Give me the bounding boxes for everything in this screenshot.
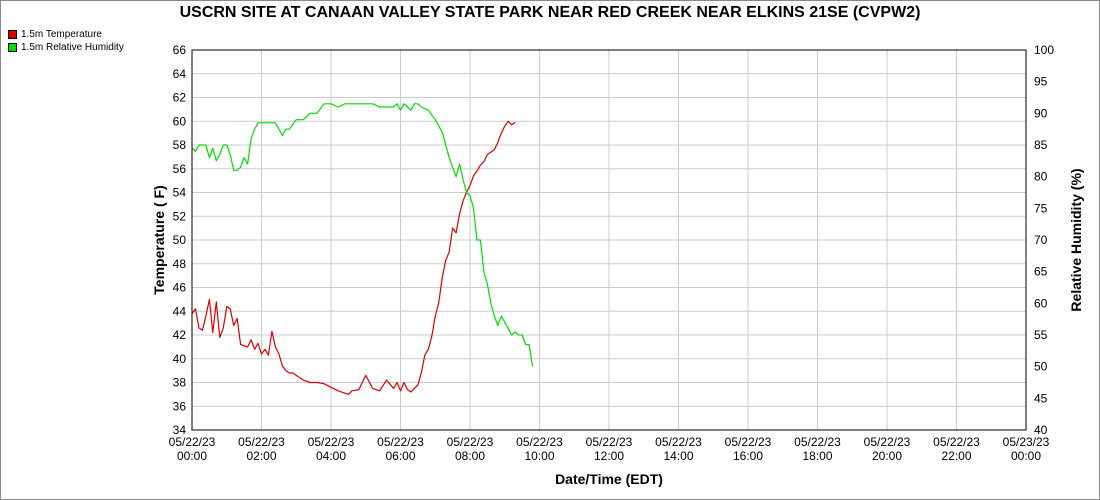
x-tick-date-label: 05/23/23 [1003,435,1050,449]
y-axis-label-left: Temperature ( F) [151,185,167,294]
x-tick-time-label: 00:00 [1011,449,1041,463]
x-tick-date-label: 05/22/23 [933,435,980,449]
y-tick-left-label: 54 [173,186,187,200]
y-tick-left-label: 66 [173,43,187,57]
x-tick-date-label: 05/22/23 [238,435,285,449]
chart-title: USCRN SITE AT CANAAN VALLEY STATE PARK N… [179,4,921,21]
y-tick-left-label: 56 [173,162,187,176]
y-tick-left-label: 62 [173,91,187,105]
y-tick-right-label: 60 [1034,296,1048,310]
y-tick-left-label: 64 [173,67,187,81]
y-tick-left-label: 36 [173,399,187,413]
x-tick-time-label: 22:00 [941,449,971,463]
legend-label-humidity: 1.5m Relative Humidity [21,42,124,53]
x-tick-date-label: 05/22/23 [655,435,702,449]
series-layer [191,103,534,395]
x-tick-date-label: 05/22/23 [725,435,772,449]
y-tick-left-label: 60 [173,114,187,128]
series-line-humidity [191,103,534,367]
x-tick-time-label: 20:00 [872,449,902,463]
x-tick-time-label: 12:00 [594,449,624,463]
x-tick-date-label: 05/22/23 [864,435,911,449]
x-tick-date-label: 05/22/23 [586,435,633,449]
legend-swatch-humidity [8,43,17,52]
x-tick-date-label: 05/22/23 [377,435,424,449]
y-tick-right-label: 45 [1034,391,1048,405]
x-tick-time-label: 04:00 [316,449,346,463]
y-tick-left-label: 58 [173,138,187,152]
x-tick-time-label: 02:00 [246,449,276,463]
x-tick-time-label: 00:00 [177,449,207,463]
y-tick-left-label: 50 [173,233,187,247]
y-tick-left-label: 34 [173,423,187,437]
y-tick-left-label: 44 [173,304,187,318]
x-tick-time-label: 06:00 [385,449,415,463]
y-axis-label-right: Relative Humidity (%) [1068,168,1084,311]
y-tick-left-label: 48 [173,257,187,271]
x-axis-label: Date/Time (EDT) [555,471,663,487]
x-tick-date-label: 05/22/23 [169,435,216,449]
x-tick-date-label: 05/22/23 [447,435,494,449]
legend-item-temperature: 1.5m Temperature [8,28,124,41]
y-tick-right-label: 50 [1034,360,1048,374]
series-line-temperature [191,120,516,395]
x-tick-time-label: 10:00 [524,449,554,463]
y-tick-right-label: 65 [1034,265,1048,279]
y-tick-right-label: 100 [1034,43,1054,57]
y-tick-left-label: 38 [173,376,187,390]
y-tick-right-label: 80 [1034,170,1048,184]
y-tick-right-label: 40 [1034,423,1048,437]
x-tick-time-label: 14:00 [663,449,693,463]
tick-labels: 34 36 38 40 42 44 46 48 50 52 54 56 58 60 62 64 66 40 45 50… [169,43,1055,463]
y-tick-left-label: 40 [173,352,187,366]
grid [191,49,1027,431]
y-tick-left-label: 52 [173,209,187,223]
y-tick-right-label: 55 [1034,328,1048,342]
legend: 1.5m Temperature 1.5m Relative Humidity [8,28,124,54]
y-tick-right-label: 95 [1034,75,1048,89]
x-tick-date-label: 05/22/23 [308,435,355,449]
y-tick-right-label: 85 [1034,138,1048,152]
y-tick-right-label: 75 [1034,201,1048,215]
plot-area-border [191,49,1027,431]
legend-label-temperature: 1.5m Temperature [21,29,102,40]
x-tick-time-label: 18:00 [802,449,832,463]
x-tick-date-label: 05/22/23 [516,435,563,449]
y-tick-right-label: 70 [1034,233,1048,247]
y-tick-left-label: 42 [173,328,187,342]
legend-swatch-temperature [8,30,17,39]
x-tick-date-label: 05/22/23 [794,435,841,449]
y-tick-right-label: 90 [1034,106,1048,120]
x-tick-time-label: 08:00 [455,449,485,463]
x-tick-time-label: 16:00 [733,449,763,463]
legend-item-humidity: 1.5m Relative Humidity [8,41,124,54]
y-tick-left-label: 46 [173,281,187,295]
